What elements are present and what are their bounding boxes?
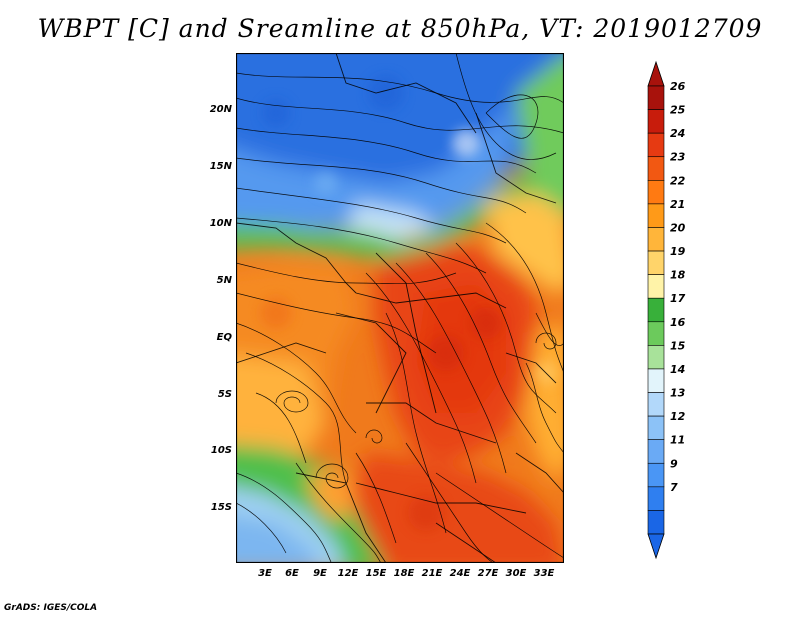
colorbar-label: 12 [670, 410, 686, 423]
colorbar-label: 23 [670, 151, 686, 164]
lat-label: 15S [210, 502, 232, 513]
lon-label: 6E [285, 568, 299, 579]
colorbar-swatch [647, 274, 665, 299]
colorbar-label: 9 [670, 457, 678, 470]
colorbar-swatch [647, 345, 665, 370]
colorbar-label: 26 [670, 80, 686, 93]
wbpt-streamline-map [236, 53, 564, 563]
colorbar-swatch [647, 250, 665, 275]
colorbar-label: 18 [670, 269, 686, 282]
lon-label: 15E [365, 568, 387, 579]
colorbar-swatch [647, 392, 665, 417]
colorbar-label: 25 [670, 104, 686, 117]
colorbar-swatch [647, 321, 665, 346]
colorbar-label: 17 [670, 292, 686, 305]
colorbar-swatch [647, 203, 665, 228]
colorbar-label: 21 [670, 198, 685, 211]
colorbar-label: 7 [670, 481, 678, 494]
lon-label: 24E [449, 568, 471, 579]
colorbar-swatch [647, 368, 665, 393]
lon-label: 30E [505, 568, 527, 579]
grads-credit: GrADS: IGES/COLA [4, 603, 98, 613]
lon-label: 12E [337, 568, 359, 579]
colorbar-label: 14 [670, 363, 685, 376]
colorbar-swatch [647, 510, 665, 535]
colorbar-label: 15 [670, 339, 686, 352]
colorbar-swatch [647, 227, 665, 252]
colorbar-swatch [647, 180, 665, 205]
colorbar-label: 16 [670, 316, 686, 329]
colorbar-label: 22 [670, 174, 686, 187]
lon-label: 33E [533, 568, 555, 579]
colorbar-swatch [647, 297, 665, 323]
colorbar-swatch [647, 156, 665, 181]
lat-label: EQ [216, 332, 232, 343]
lon-label: 3E [258, 568, 272, 579]
lat-label: 5S [217, 389, 232, 400]
colorbar-swatch [647, 462, 665, 488]
colorbar-label: 24 [670, 127, 685, 140]
colorbar-label: 19 [670, 245, 686, 258]
lat-label: 20N [209, 104, 232, 115]
lat-label: 5N [216, 275, 232, 286]
lon-label: 18E [393, 568, 415, 579]
colorbar-swatch [647, 486, 665, 511]
colorbar-max-arrow [647, 60, 665, 87]
lon-label: 27E [477, 568, 499, 579]
colorbar-swatch [647, 132, 665, 158]
lon-label: 9E [313, 568, 327, 579]
colorbar-label: 20 [670, 221, 686, 234]
colorbar-swatch [647, 439, 665, 464]
lon-label: 21E [421, 568, 443, 579]
lat-label: 10S [210, 445, 232, 456]
colorbar-swatch [647, 85, 665, 110]
colorbar: 26 25 24 23 22 21 20 19 18 17 16 15 14 13 12 11 9 7 [647, 60, 686, 560]
colorbar-min-arrow [647, 533, 665, 560]
colorbar-swatch [647, 415, 665, 440]
map-title: WBPT [C] and Sreamline at 850hPa, VT: 20… [37, 14, 763, 43]
lat-label: 10N [209, 218, 232, 229]
lat-label: 15N [209, 161, 232, 172]
colorbar-label: 13 [670, 387, 686, 400]
colorbar-swatch [647, 109, 665, 134]
colorbar-label: 11 [670, 434, 685, 447]
